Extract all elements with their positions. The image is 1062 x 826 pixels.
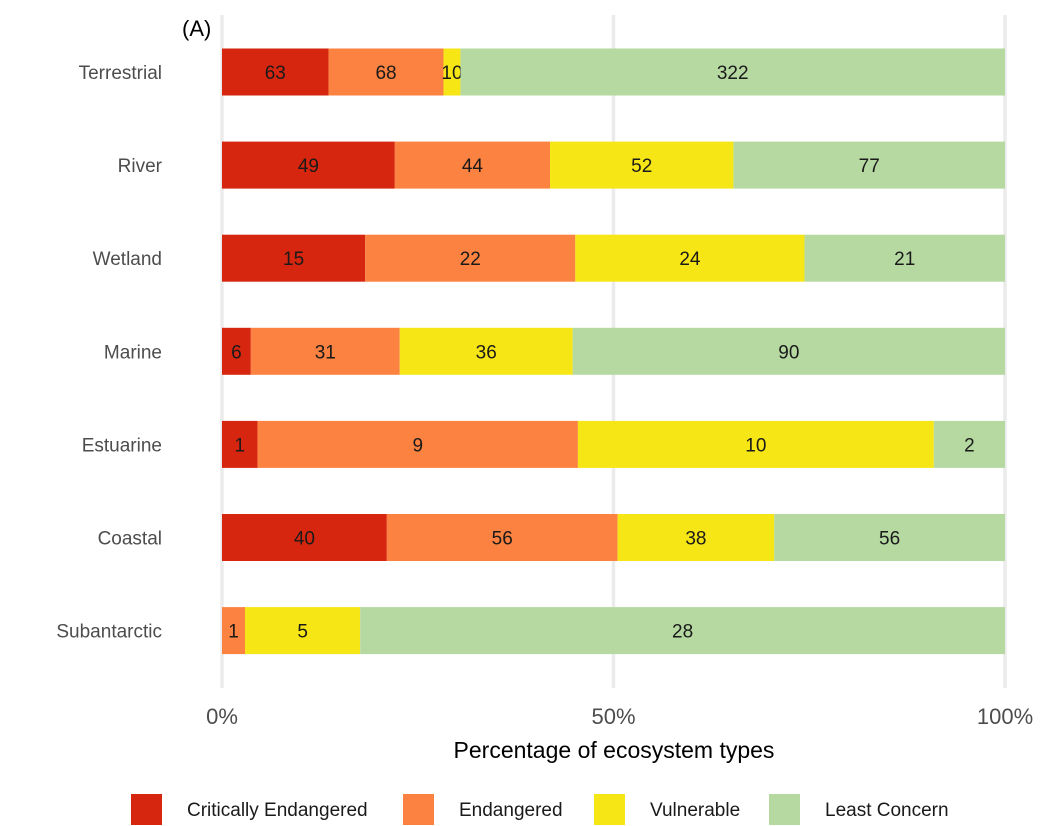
bar-segment-vulnerable — [617, 514, 775, 561]
bar-value-label: 10 — [441, 63, 462, 84]
legend-item-least-concern: Least Concern — [769, 794, 949, 825]
x-tick-label: 50% — [591, 704, 635, 729]
category-label-wetland: Wetland — [93, 249, 162, 270]
bar-row-subantarctic: 1 5 28 — [222, 607, 1005, 655]
bar-segment-endangered — [394, 141, 551, 189]
category-label-subantarctic: Subantarctic — [56, 622, 162, 643]
category-label-river: River — [118, 156, 163, 177]
legend-item-endangered: Endangered — [403, 794, 563, 825]
bar-segment-least-concern — [460, 48, 1005, 96]
bar-segment-endangered — [365, 234, 576, 282]
bar-segment-critically-endangered — [222, 514, 387, 561]
bar-value-label: 68 — [375, 63, 396, 84]
bar-value-label: 10 — [745, 435, 766, 456]
bar-value-label: 49 — [298, 156, 319, 177]
bar-segment-endangered — [328, 48, 444, 96]
bar-segment-endangered — [386, 514, 618, 561]
bar-value-label: 28 — [672, 622, 693, 643]
bar-segment-least-concern — [733, 141, 1005, 189]
bar-segment-endangered — [250, 327, 400, 375]
bar-row-river: 49 44 52 77 — [222, 141, 1005, 189]
bar-segment-vulnerable — [399, 327, 573, 375]
bar-segment-vulnerable — [443, 48, 461, 96]
bar-value-label: 22 — [460, 249, 481, 270]
x-tick-label: 0% — [206, 704, 238, 729]
bar-value-label: 5 — [297, 622, 308, 643]
legend: Critically Endangered Endangered Vulnerabl… — [131, 794, 949, 825]
category-label-marine: Marine — [104, 342, 162, 363]
bar-row-terrestrial: 63 68 10 322 — [222, 48, 1005, 96]
legend-swatch — [769, 794, 800, 825]
bar-value-label: 56 — [492, 529, 513, 550]
bar-segment-critically-endangered — [222, 420, 258, 468]
bar-value-label: 40 — [294, 529, 315, 550]
bar-value-label: 63 — [265, 63, 286, 84]
bar-value-label: 15 — [283, 249, 304, 270]
bar-value-label: 38 — [685, 529, 706, 550]
bar-segment-least-concern — [774, 514, 1005, 561]
x-tick-label: 100% — [977, 704, 1033, 729]
legend-label: Vulnerable — [650, 800, 740, 821]
bar-segment-vulnerable — [245, 607, 361, 655]
bar-row-estuarine: 1 9 10 2 — [222, 420, 1005, 468]
bar-value-label: 44 — [462, 156, 484, 177]
bar-value-label: 31 — [315, 342, 336, 363]
legend-swatch — [594, 794, 625, 825]
bar-segment-vulnerable — [575, 234, 805, 282]
category-label-terrestrial: Terrestrial — [79, 63, 162, 84]
bar-value-label: 56 — [879, 529, 900, 550]
bar-value-label: 322 — [717, 63, 749, 84]
bar-segment-critically-endangered — [222, 234, 366, 282]
bar-value-label: 1 — [228, 622, 239, 643]
x-axis-title: Percentage of ecosystem types — [454, 737, 775, 763]
category-label-coastal: Coastal — [98, 529, 162, 550]
bar-value-label: 36 — [476, 342, 497, 363]
legend-label: Critically Endangered — [187, 800, 368, 821]
bar-segment-least-concern — [933, 420, 1005, 468]
bar-segment-endangered — [222, 607, 246, 655]
bar-value-label: 90 — [778, 342, 799, 363]
category-axis: Terrestrial River Wetland Marine Estuarine Co… — [56, 63, 162, 643]
category-label-estuarine: Estuarine — [82, 435, 162, 456]
bar-value-label: 77 — [859, 156, 880, 177]
bar-segment-critically-endangered — [222, 141, 395, 189]
bar-row-marine: 6 31 36 90 — [222, 327, 1005, 375]
bar-value-label: 21 — [894, 249, 915, 270]
legend-item-critically-endangered: Critically Endangered — [131, 794, 368, 825]
bar-value-label: 9 — [412, 435, 423, 456]
legend-swatch — [131, 794, 162, 825]
bar-value-label: 24 — [679, 249, 701, 270]
bar-value-label: 1 — [235, 435, 246, 456]
legend-item-vulnerable: Vulnerable — [594, 794, 740, 825]
bar-row-coastal: 40 56 38 56 — [222, 514, 1005, 561]
x-axis-ticks: 0% 50% 100% — [206, 704, 1033, 729]
bar-segment-critically-endangered — [222, 327, 251, 375]
bar-value-label: 52 — [631, 156, 652, 177]
bar-value-label: 6 — [231, 342, 242, 363]
bar-segment-vulnerable — [550, 141, 734, 189]
legend-label: Least Concern — [825, 800, 949, 821]
bar-segment-least-concern — [804, 234, 1005, 282]
bar-segment-vulnerable — [577, 420, 934, 468]
panel-tag: (A) — [182, 16, 211, 41]
bar-row-wetland: 15 22 24 21 — [222, 234, 1005, 282]
legend-swatch — [403, 794, 434, 825]
legend-label: Endangered — [459, 800, 563, 821]
bar-segment-endangered — [257, 420, 578, 468]
bar-segment-critically-endangered — [222, 48, 329, 96]
bar-value-label: 2 — [964, 435, 975, 456]
bar-segment-least-concern — [572, 327, 1005, 375]
bar-segment-least-concern — [360, 607, 1005, 655]
